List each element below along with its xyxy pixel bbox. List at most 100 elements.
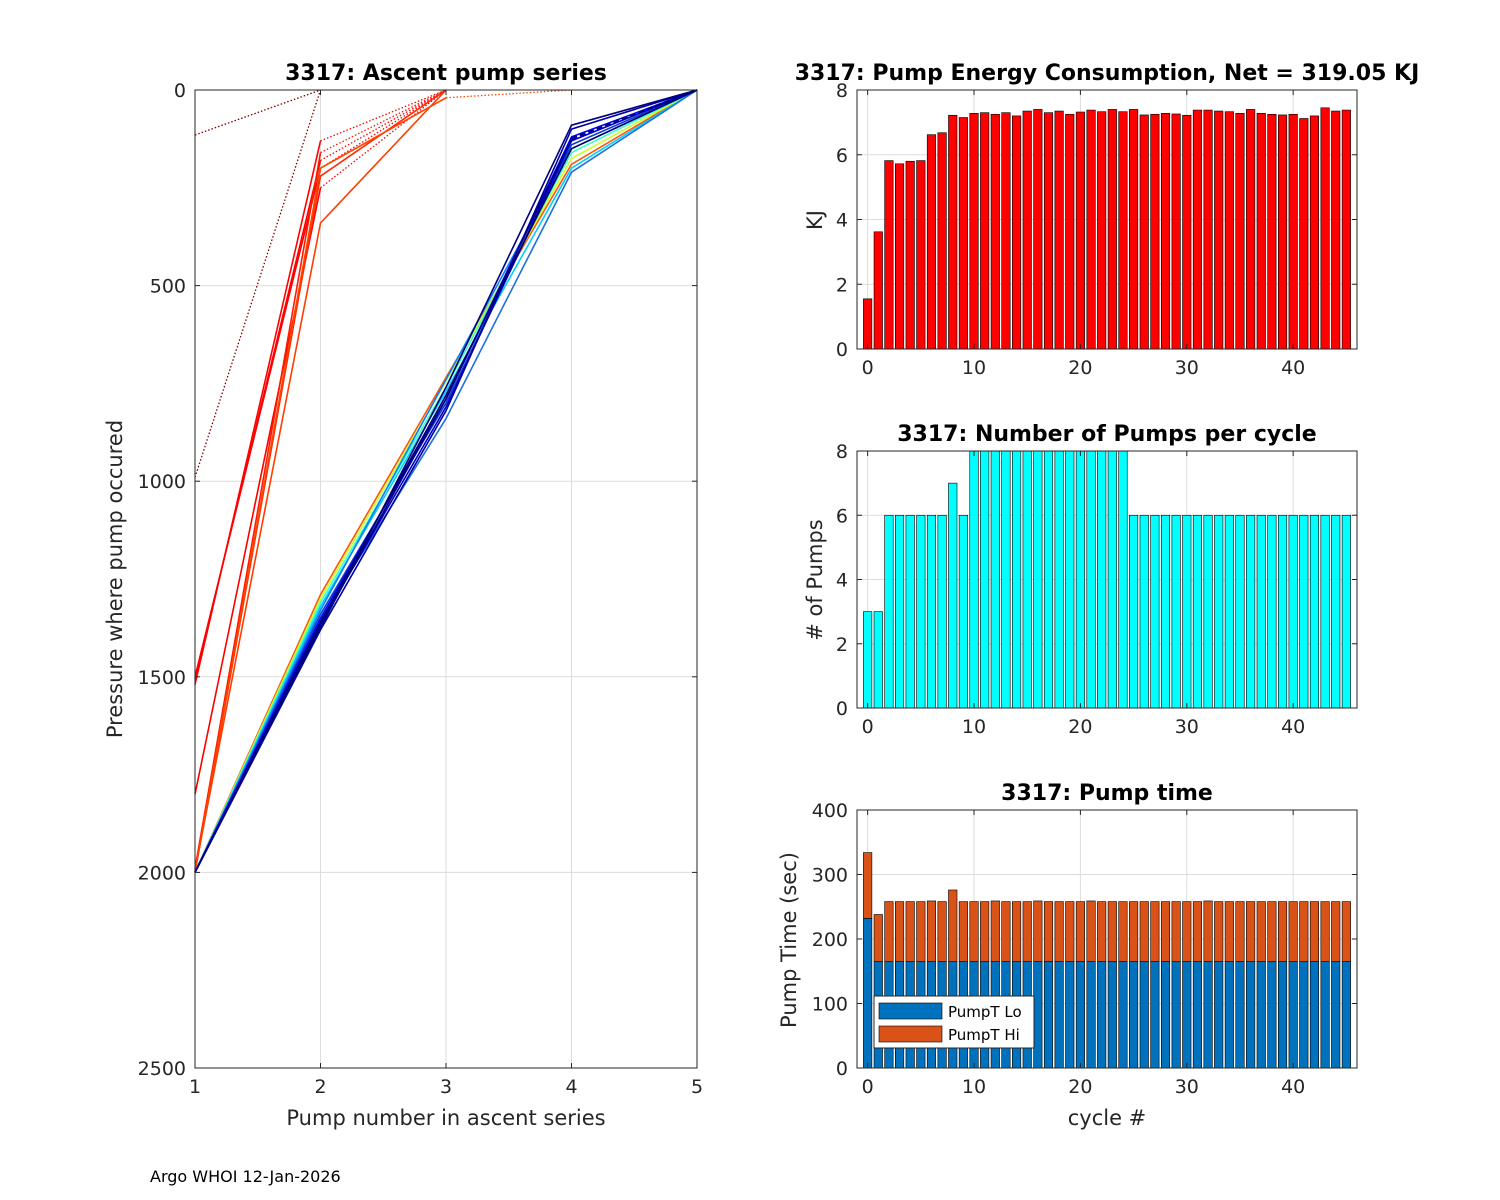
x-tick-label: 0 [862, 1076, 874, 1098]
bar [1107, 109, 1117, 350]
bar [1246, 109, 1256, 350]
bar [926, 134, 937, 350]
bar [916, 514, 926, 709]
y-tick-label: 2500 [138, 1058, 186, 1080]
bar [1171, 113, 1181, 350]
bar-pumpt-hi [969, 901, 979, 962]
bar-pumpt-hi [1107, 901, 1117, 962]
bar-pumpt-hi [926, 900, 937, 962]
x-tick-label: 3 [440, 1076, 452, 1098]
bar-pumpt-lo [1192, 961, 1202, 1069]
y-tick-label: 2 [836, 634, 848, 656]
bar [905, 160, 915, 350]
bar-pumpt-hi [1171, 901, 1181, 962]
bar [905, 514, 915, 709]
y-tick-label: 0 [836, 339, 848, 361]
bar [1182, 514, 1192, 709]
bar [1022, 450, 1032, 709]
chart-title: 3317: Pump Energy Consumption, Net = 319… [795, 61, 1420, 86]
bar [969, 450, 979, 709]
bar-pumpt-lo [1320, 961, 1330, 1069]
y-tick-label: 0 [836, 1058, 848, 1080]
bar [969, 113, 979, 350]
y-tick-label: 300 [812, 865, 848, 887]
series-line-c4b [320, 89, 447, 169]
bar-pumpt-hi [1065, 901, 1075, 962]
y-tick-label: 0 [836, 698, 848, 720]
bar-pumpt-hi [1331, 901, 1341, 962]
bar [1054, 450, 1064, 709]
series-line-c5b [320, 89, 447, 189]
bar-pumpt-lo [1107, 961, 1117, 1069]
y-tick-label: 1000 [138, 471, 186, 493]
pumps-per-cycle-plot: 0 10 20 30 40 0 2 4 6 8 3317: Number of Pumps per … [803, 422, 1358, 738]
bar [958, 514, 968, 709]
bar-pumpt-hi [1012, 901, 1022, 962]
bar [1246, 514, 1256, 709]
bar [1160, 514, 1171, 709]
x-tick-label: 1 [189, 1076, 201, 1098]
bar [1235, 113, 1245, 350]
bar [1012, 450, 1022, 709]
bar [873, 231, 883, 350]
bar-pumpt-hi [1299, 901, 1309, 962]
bar-pumpt-hi [1022, 901, 1032, 962]
y-tick-label: 6 [836, 145, 848, 167]
series-line-c10 [194, 89, 698, 873]
bar [990, 113, 1000, 350]
bar-pumpt-lo [1331, 961, 1341, 1069]
bar [1214, 514, 1224, 709]
series-line-c3b [320, 89, 447, 161]
bar-pumpt-hi [863, 852, 873, 919]
bar [1097, 450, 1107, 709]
bar [1192, 514, 1202, 709]
bar [1139, 514, 1149, 709]
y-axis-label: # of Pumps [803, 519, 827, 641]
x-axis-label: cycle # [1068, 1106, 1147, 1130]
bar-pumpt-lo [1097, 961, 1107, 1069]
series-line-c6 [194, 152, 322, 869]
bar-pumpt-hi [1054, 901, 1064, 962]
bar [937, 132, 947, 350]
bar [1150, 514, 1160, 709]
bar-pumpt-hi [873, 914, 883, 962]
bar [1001, 112, 1011, 350]
bar-pumpt-hi [1097, 901, 1107, 962]
bar [980, 450, 990, 709]
bar-pumpt-lo [1054, 961, 1064, 1069]
bar [948, 482, 958, 709]
y-tick-label: 8 [836, 80, 848, 102]
series-line-c1 [194, 89, 322, 478]
bar-pumpt-hi [1246, 901, 1256, 962]
bar-pumpt-hi [1075, 901, 1085, 962]
y-tick-label: 4 [836, 210, 848, 232]
bar-pumpt-hi [1309, 901, 1319, 962]
series-line-c13 [194, 89, 698, 873]
bar-pumpt-hi [1001, 901, 1011, 962]
bar-pumpt-lo [1341, 961, 1351, 1069]
bar-pumpt-hi [1118, 901, 1128, 962]
x-tick-label: 0 [862, 716, 874, 738]
x-tick-label: 20 [1068, 716, 1092, 738]
bar-pumpt-lo [1224, 961, 1234, 1069]
chart-title: 3317: Ascent pump series [285, 61, 607, 86]
bar-pumpt-lo [1235, 961, 1245, 1069]
bar-pumpt-hi [1150, 901, 1160, 962]
bar [958, 117, 968, 350]
bar-pumpt-hi [916, 901, 926, 962]
bar [1288, 113, 1298, 350]
bar-pumpt-lo [1288, 961, 1298, 1069]
y-tick-label: 6 [836, 505, 848, 527]
series-line-c6b [320, 89, 447, 154]
bar [884, 514, 894, 709]
y-tick-label: 8 [836, 441, 848, 463]
bar-pumpt-lo [1203, 961, 1213, 1069]
bar [1043, 450, 1054, 709]
bar-pumpt-lo [1309, 961, 1319, 1069]
bar-pumpt-lo [1256, 961, 1266, 1069]
bar-pumpt-hi [990, 900, 1000, 962]
y-tick-label: 2000 [138, 862, 186, 884]
bar-pumpt-lo [1075, 961, 1085, 1069]
